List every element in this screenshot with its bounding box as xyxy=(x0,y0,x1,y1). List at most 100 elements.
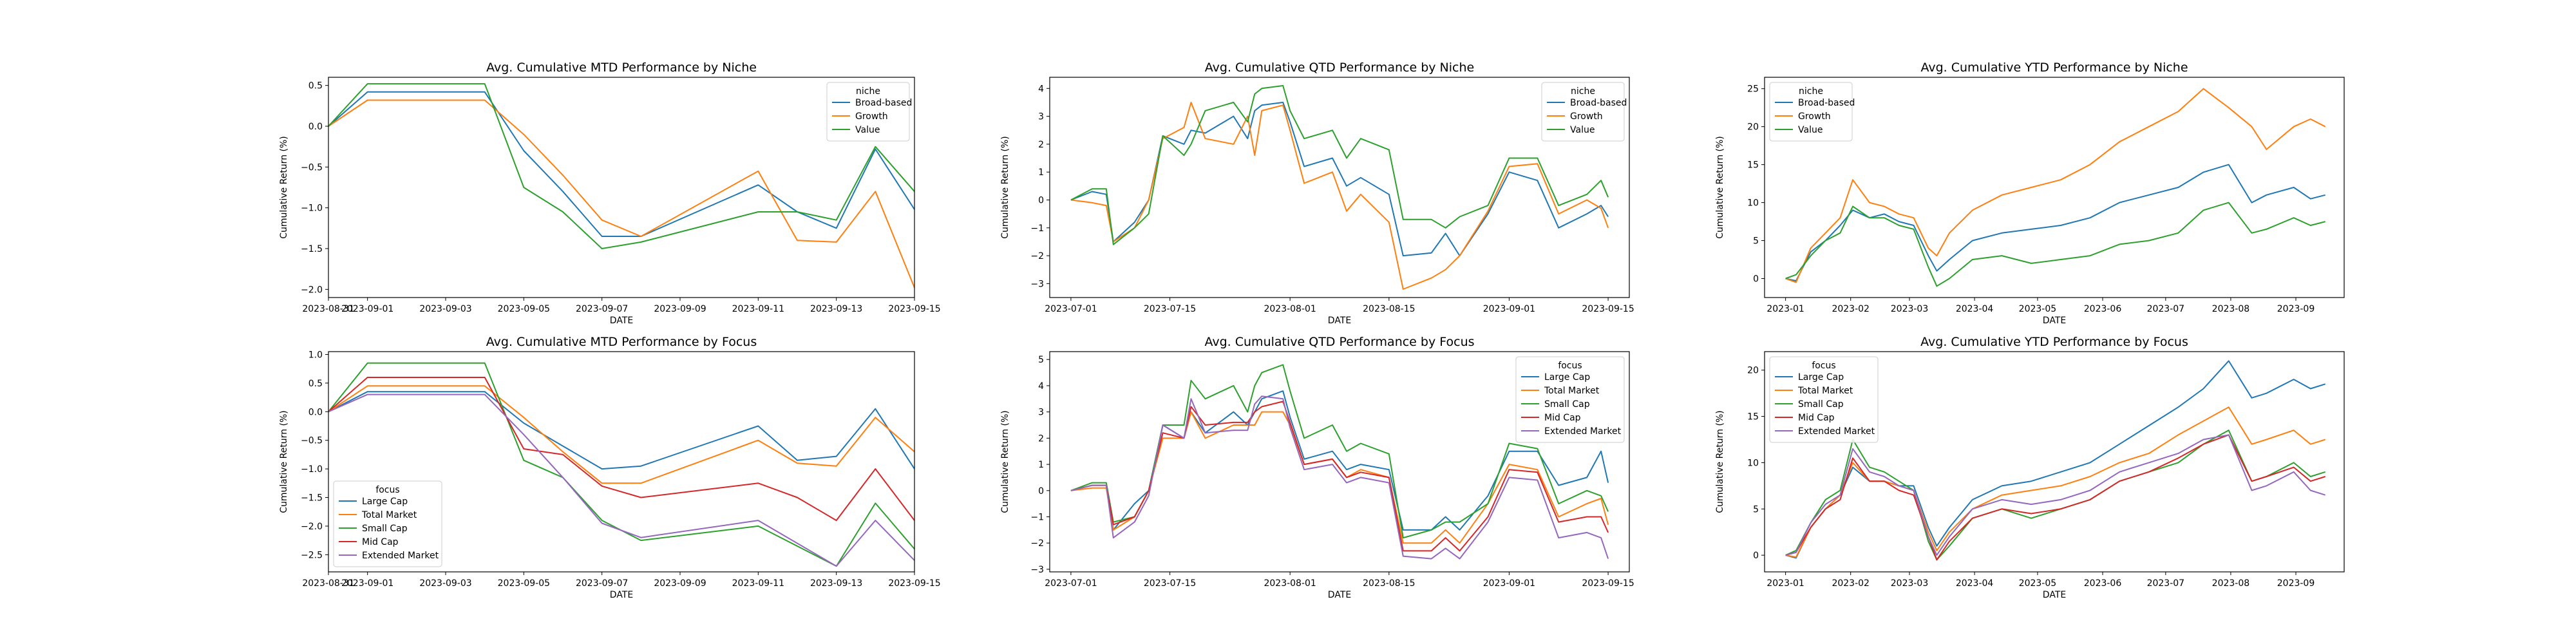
series-line-mid-cap xyxy=(328,377,914,522)
legend-entry: Value xyxy=(1798,125,1823,135)
y-axis-label: Cumulative Return (%) xyxy=(1715,136,1725,239)
x-tick-label: 2023-07 xyxy=(2147,304,2185,314)
plot-frame xyxy=(328,351,915,573)
x-tick-label: 2023-09 xyxy=(2277,304,2315,314)
legend-entry: Small Cap xyxy=(1798,399,1844,410)
x-tick-label: 2023-02 xyxy=(1832,304,1870,314)
x-axis-label: DATE xyxy=(1328,316,1351,326)
legend-entry: Small Cap xyxy=(362,524,408,534)
series-line-growth xyxy=(1070,102,1609,290)
series-line-growth xyxy=(328,99,914,289)
x-tick-label: 2023-09-15 xyxy=(888,578,940,589)
plot-frame xyxy=(328,77,915,298)
y-tick-label: 0 xyxy=(1753,274,1759,285)
x-tick-label: 2023-04 xyxy=(1956,578,1994,589)
series-line-small-cap xyxy=(1785,430,2325,561)
x-tick-label: 2023-03 xyxy=(1891,304,1929,314)
x-tick-label: 2023-09-07 xyxy=(576,304,628,314)
y-tick-label: 3 xyxy=(1038,112,1044,122)
legend-title: niche xyxy=(856,86,880,97)
series-line-total-market xyxy=(328,385,914,484)
legend-entry: Mid Cap xyxy=(1544,413,1581,423)
x-tick-label: 2023-02 xyxy=(1832,578,1870,589)
x-tick-label: 2023-09-01 xyxy=(341,304,393,314)
y-tick-label: 0.0 xyxy=(308,122,323,132)
x-tick-label: 2023-07-15 xyxy=(1144,578,1196,589)
y-tick-label: 4 xyxy=(1038,84,1044,94)
legend-title: niche xyxy=(1571,86,1595,97)
legend-box xyxy=(1769,82,1853,142)
y-tick-label: 4 xyxy=(1038,381,1044,392)
x-tick-label: 2023-06 xyxy=(2084,578,2122,589)
x-axis-label: DATE xyxy=(2043,590,2066,600)
x-tick-label: 2023-05 xyxy=(2019,578,2057,589)
chart-title: Avg. Cumulative QTD Performance by Focus xyxy=(1204,335,1474,349)
y-tick-label: −1.0 xyxy=(301,204,323,214)
x-tick-label: 2023-08 xyxy=(2212,578,2250,589)
y-axis-label: Cumulative Return (%) xyxy=(1715,410,1725,513)
y-tick-label: −1.5 xyxy=(301,244,323,254)
legend-box xyxy=(826,82,910,142)
series-line-broad-based xyxy=(328,91,914,237)
y-tick-label: −2.0 xyxy=(301,522,323,532)
x-tick-label: 2023-01 xyxy=(1766,578,1804,589)
x-tick-label: 2023-08-01 xyxy=(1264,304,1316,314)
x-tick-label: 2023-09-09 xyxy=(654,304,706,314)
legend-entry: Growth xyxy=(855,111,888,122)
y-tick-label: 0.5 xyxy=(308,379,323,389)
chart-6: Avg. Cumulative YTD Performance by Focus… xyxy=(1715,335,2345,600)
y-tick-label: −1.0 xyxy=(301,464,323,475)
chart-title: Avg. Cumulative MTD Performance by Focus xyxy=(486,335,757,349)
x-tick-label: 2023-09-01 xyxy=(1483,578,1535,589)
legend-entry: Large Cap xyxy=(1798,372,1844,383)
y-tick-label: 15 xyxy=(1747,412,1759,422)
y-tick-label: −0.5 xyxy=(301,162,323,173)
y-tick-label: 1 xyxy=(1038,167,1044,178)
legend-title: focus xyxy=(375,485,399,495)
chart-title: Avg. Cumulative YTD Performance by Focus xyxy=(1920,335,2188,349)
y-tick-label: −2.5 xyxy=(301,550,323,560)
x-tick-label: 2023-09-05 xyxy=(498,578,550,589)
x-tick-label: 2023-09-11 xyxy=(732,304,784,314)
x-tick-label: 2023-01 xyxy=(1766,304,1804,314)
y-tick-label: −2 xyxy=(1030,251,1044,261)
y-tick-label: −2.0 xyxy=(301,285,323,295)
chart-5: Avg. Cumulative QTD Performance by Focus… xyxy=(1000,335,1634,600)
x-tick-label: 2023-08-31 xyxy=(302,578,354,589)
x-tick-label: 2023-07 xyxy=(2147,578,2185,589)
y-tick-label: 20 xyxy=(1747,122,1759,133)
series-line-extended-market xyxy=(328,393,914,567)
series-line-extended-market xyxy=(1785,434,2325,556)
x-tick-label: 2023-08-15 xyxy=(1363,578,1415,589)
chart-1: Avg. Cumulative MTD Performance by Niche… xyxy=(279,61,941,326)
legend-entry: Mid Cap xyxy=(1798,413,1835,423)
series-line-growth xyxy=(1785,88,2326,283)
x-tick-label: 2023-09-01 xyxy=(1483,304,1535,314)
x-tick-label: 2023-08-15 xyxy=(1363,304,1415,314)
legend-box xyxy=(1541,82,1625,142)
legend-entry: Broad-based xyxy=(1798,98,1855,108)
y-tick-label: 0.5 xyxy=(308,81,323,91)
y-tick-label: 25 xyxy=(1747,84,1759,95)
chart-4: Avg. Cumulative MTD Performance by Focus… xyxy=(279,335,941,600)
x-tick-label: 2023-09-13 xyxy=(810,578,862,589)
x-tick-label: 2023-08-01 xyxy=(1264,578,1316,589)
y-tick-label: 2 xyxy=(1038,433,1044,444)
series-line-mid-cap xyxy=(1785,434,2325,561)
x-axis-label: DATE xyxy=(1328,590,1351,600)
x-tick-label: 2023-09-15 xyxy=(888,304,940,314)
legend-entry: Value xyxy=(1570,125,1595,135)
x-tick-label: 2023-09 xyxy=(2277,578,2315,589)
y-tick-label: −3 xyxy=(1030,565,1044,575)
series-line-large-cap xyxy=(1785,360,2325,559)
x-tick-label: 2023-07-15 xyxy=(1144,304,1196,314)
legend-entry: Large Cap xyxy=(1544,372,1590,383)
x-tick-label: 2023-09-03 xyxy=(419,304,471,314)
legend-box xyxy=(1769,356,1879,443)
x-tick-label: 2023-07-01 xyxy=(1045,578,1097,589)
y-tick-label: −3 xyxy=(1030,279,1044,289)
